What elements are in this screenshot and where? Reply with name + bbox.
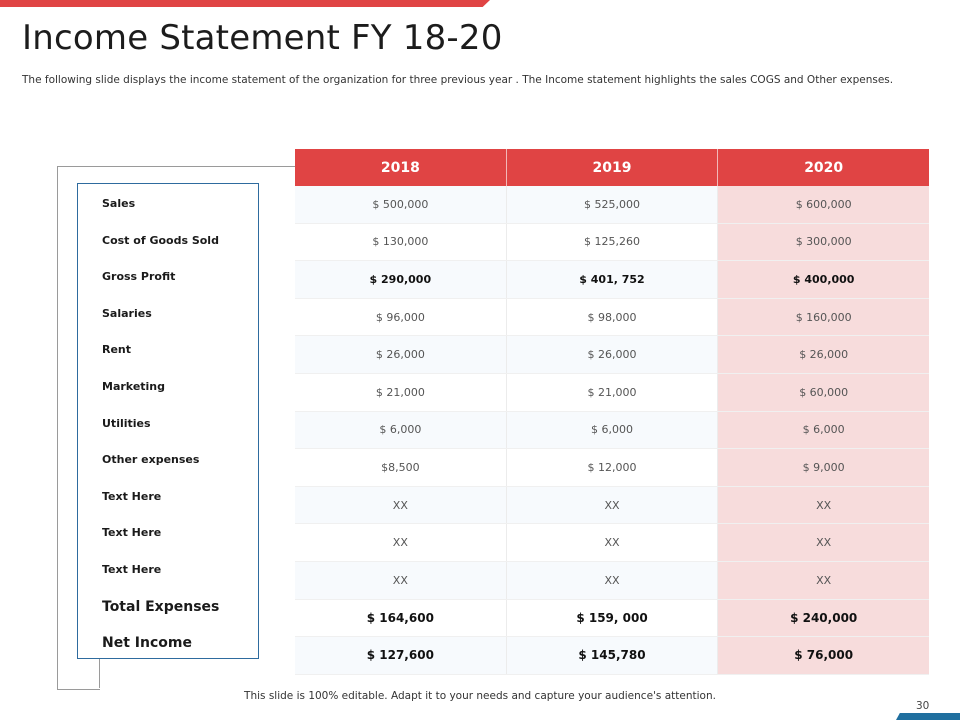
table-row: XX XX XX: [295, 486, 930, 525]
table-cell: $ 21,000: [506, 373, 719, 411]
income-table: 2018 2019 2020 $ 500,000 $ 525,000 $ 600…: [295, 149, 930, 675]
column-header-2019: 2019: [507, 149, 719, 186]
table-row-net-income: $ 127,600 $ 145,780 $ 76,000: [295, 637, 930, 675]
table-cell: XX: [295, 486, 507, 524]
row-label-sales: Sales: [102, 197, 136, 210]
top-accent-bar: [0, 0, 490, 7]
table-cell: $ 401, 752: [506, 261, 719, 298]
table-row: XX XX XX: [295, 524, 930, 562]
row-labels: Sales Cost of Goods Sold Gross Profit Sa…: [102, 186, 272, 662]
table-cell: $ 26,000: [295, 336, 507, 373]
table-cell: $ 6,000: [295, 411, 507, 449]
table-cell: $ 6,000: [506, 411, 719, 449]
table-cell: XX: [718, 524, 930, 561]
decorative-frame-stub: [99, 657, 100, 688]
table-cell: $ 145,780: [506, 637, 719, 674]
table-cell: XX: [295, 524, 507, 561]
column-header-2020: 2020: [804, 159, 844, 176]
table-cell: $ 125,260: [506, 223, 719, 261]
table-row: XX XX XX: [295, 561, 930, 600]
table-row: $ 130,000 $ 125,260 $ 300,000: [295, 223, 930, 262]
row-label-box: [77, 183, 259, 659]
table-cell: $ 26,000: [506, 336, 719, 373]
table-row: $8,500 $ 12,000 $ 9,000: [295, 449, 930, 487]
table-cell: $ 159, 000: [506, 599, 719, 637]
page-number: 30: [916, 700, 930, 712]
row-label-text-3: Text Here: [102, 562, 162, 576]
table-cell: $ 160,000: [718, 298, 930, 336]
table-cell: $ 600,000: [718, 186, 930, 223]
table-cell: XX: [718, 561, 930, 599]
table-cell: $ 300,000: [718, 223, 930, 261]
page-subtitle: The following slide displays the income …: [22, 74, 894, 86]
table-cell: $ 98,000: [506, 298, 719, 336]
row-label-text-2: Text Here: [102, 526, 162, 540]
table-cell: $ 525,000: [506, 186, 719, 223]
table-cell: $ 60,000: [718, 373, 930, 411]
table-header: 2018 2019 2020: [295, 149, 929, 186]
table-cell: $ 500,000: [295, 186, 507, 223]
table-cell: XX: [506, 486, 719, 524]
decorative-frame-top: [57, 166, 295, 167]
table-cell: XX: [506, 524, 719, 561]
table-row: $ 500,000 $ 525,000 $ 600,000: [295, 186, 930, 224]
table-row-total-expenses: $ 164,600 $ 159, 000 $ 240,000: [295, 599, 930, 638]
row-label-marketing: Marketing: [102, 379, 166, 393]
row-label-other-expenses: Other expenses: [102, 453, 200, 467]
table-cell: $ 130,000: [295, 223, 507, 261]
row-label-gross-profit: Gross Profit: [102, 270, 176, 284]
corner-accent-bar: [896, 713, 960, 720]
table-cell: $ 21,000: [295, 373, 507, 411]
table-cell: $ 9,000: [718, 449, 930, 486]
row-label-utilities: Utilities: [102, 416, 151, 430]
table-row: $ 6,000 $ 6,000 $ 6,000: [295, 411, 930, 450]
table-cell: $ 76,000: [718, 637, 930, 674]
table-cell: $ 127,600: [295, 637, 507, 674]
row-label-total-expenses: Total Expenses: [102, 598, 220, 615]
table-cell: XX: [718, 486, 930, 524]
table-cell: $ 400,000: [718, 261, 930, 298]
table-cell: $8,500: [295, 449, 507, 486]
column-header-2018: 2018: [295, 149, 507, 186]
table-cell: $ 164,600: [295, 599, 507, 637]
table-row: $ 96,000 $ 98,000 $ 160,000: [295, 298, 930, 337]
table-row: $ 290,000 $ 401, 752 $ 400,000: [295, 261, 930, 299]
table-row: $ 26,000 $ 26,000 $ 26,000: [295, 336, 930, 374]
row-label-salaries: Salaries: [102, 306, 152, 320]
table-cell: $ 26,000: [718, 336, 930, 373]
table-cell: $ 290,000: [295, 261, 507, 298]
row-label-net-income: Net Income: [102, 635, 192, 652]
table-row: $ 21,000 $ 21,000 $ 60,000: [295, 373, 930, 412]
table-cell: $ 240,000: [718, 599, 930, 637]
row-label-rent: Rent: [102, 343, 132, 357]
table-cell: XX: [295, 561, 507, 599]
page-title: Income Statement FY 18-20: [22, 18, 503, 58]
table-cell: XX: [506, 561, 719, 599]
table-cell: $ 6,000: [718, 411, 930, 449]
row-label-text-1: Text Here: [102, 489, 162, 503]
table-cell: $ 96,000: [295, 298, 507, 336]
table-cell: $ 12,000: [506, 449, 719, 486]
footer-note: This slide is 100% editable. Adapt it to…: [244, 690, 716, 702]
row-label-cogs: Cost of Goods Sold: [102, 233, 219, 247]
